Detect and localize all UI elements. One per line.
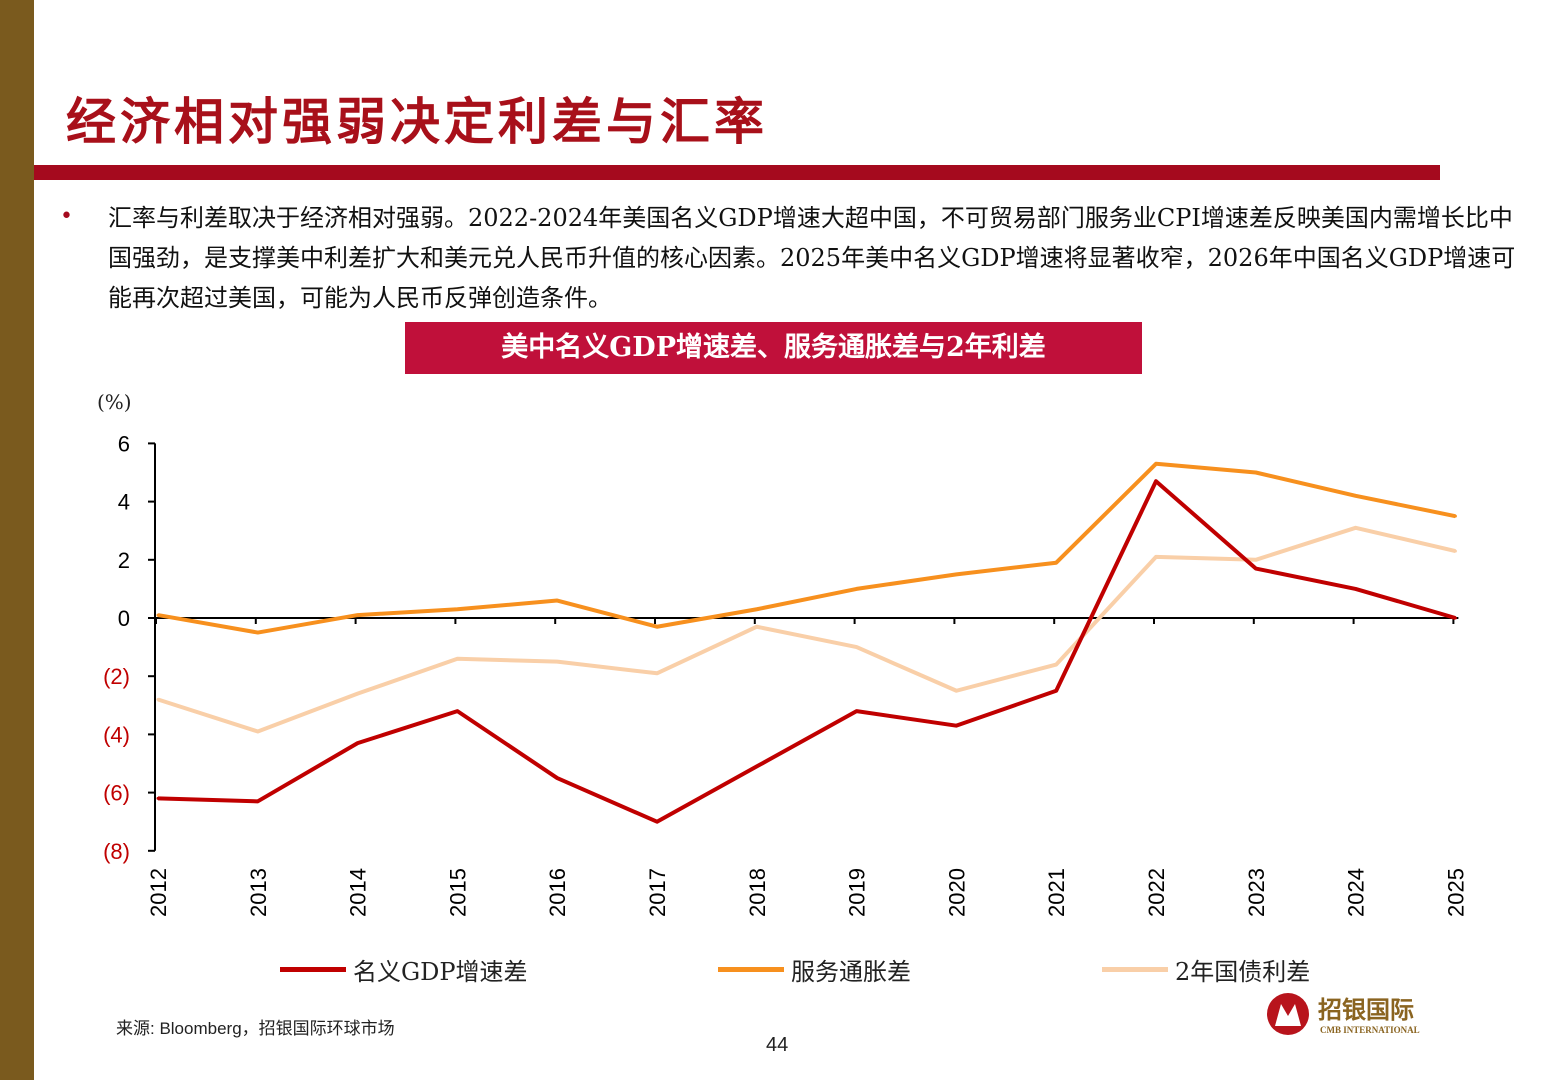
data-point: [755, 764, 759, 768]
data-point: [1354, 494, 1358, 498]
x-tick-label: 2025: [1443, 868, 1468, 917]
bullet-text: 汇率与利差取决于经济相对强弱。2022-2024年美国名义GDP增速大超中国，不…: [108, 204, 1516, 312]
data-point: [156, 796, 160, 800]
y-tick-label: (6): [103, 781, 130, 806]
x-tick-label: 2013: [246, 868, 271, 917]
x-tick-label: 2022: [1144, 868, 1169, 917]
data-point: [954, 724, 958, 728]
data-point: [1154, 479, 1158, 483]
data-point: [1354, 526, 1358, 530]
x-tick-label: 2016: [545, 868, 570, 917]
data-point: [455, 709, 459, 713]
legend-label: 服务通胀差: [791, 958, 911, 986]
legend-label: 2年国债利差: [1175, 958, 1311, 986]
slide-title: 经济相对强弱决定利差与汇率: [66, 92, 768, 151]
data-point: [156, 697, 160, 701]
y-axis-unit: (%): [97, 390, 132, 414]
legend-swatch: [280, 967, 346, 972]
data-point: [1054, 689, 1058, 693]
data-point: [555, 776, 559, 780]
y-tick-label: (2): [103, 664, 130, 689]
data-point: [256, 799, 260, 803]
data-point: [655, 671, 659, 675]
y-tick-label: 2: [118, 548, 130, 573]
x-tick-label: 2021: [1044, 868, 1069, 917]
data-point: [755, 607, 759, 611]
legend-item-2y: 2年国债利差: [1102, 952, 1310, 987]
data-point: [655, 820, 659, 824]
page-number: 44: [766, 1034, 789, 1056]
data-point: [256, 631, 260, 635]
data-point: [356, 741, 360, 745]
y-tick-label: (8): [103, 839, 130, 864]
x-tick-label: 2023: [1244, 868, 1269, 917]
data-point: [555, 660, 559, 664]
data-point: [156, 613, 160, 617]
data-point: [954, 572, 958, 576]
x-tick-label: 2012: [146, 868, 171, 917]
legend-swatch: [718, 967, 784, 972]
y-tick-label: 0: [118, 606, 130, 631]
data-point: [855, 709, 859, 713]
legend-item-gdp: 名义GDP增速差: [280, 952, 528, 987]
data-point: [855, 645, 859, 649]
bullet-icon: •: [60, 204, 73, 229]
y-tick-label: 4: [118, 490, 130, 515]
y-tick-label: (4): [103, 722, 130, 747]
data-point: [1254, 471, 1258, 474]
source-note: 来源: Bloomberg，招银国际环球市场: [116, 1019, 395, 1038]
y-tick-label: 6: [118, 431, 130, 456]
data-point: [1453, 616, 1457, 620]
x-tick-label: 2015: [445, 868, 470, 917]
data-point: [455, 607, 459, 611]
series-line: [157, 525, 1456, 734]
data-point: [455, 657, 459, 661]
data-point: [356, 613, 360, 617]
legend-label: 名义GDP增速差: [353, 958, 528, 986]
data-point: [1453, 549, 1457, 553]
data-point: [356, 692, 360, 696]
x-tick-label: 2017: [645, 868, 670, 917]
data-point: [1054, 561, 1058, 565]
data-point: [855, 587, 859, 591]
series-line: [157, 479, 1456, 824]
left-sidebar-bar: [0, 0, 34, 1080]
x-tick-label: 2020: [944, 868, 969, 917]
data-point: [1154, 462, 1158, 466]
chart-title: 美中名义GDP增速差、服务通胀差与2年利差: [405, 322, 1142, 374]
data-point: [954, 689, 958, 693]
cmb-logo: 招银国际 CMB INTERNATIONAL: [1267, 993, 1420, 1035]
data-point: [1154, 555, 1158, 559]
legend-swatch: [1102, 967, 1168, 972]
logo-en: CMB INTERNATIONAL: [1320, 1025, 1420, 1035]
data-point: [256, 729, 260, 733]
data-point: [1254, 567, 1258, 571]
data-point: [755, 625, 759, 629]
data-point: [1453, 514, 1457, 518]
data-point: [655, 625, 659, 629]
legend-item-services: 服务通胀差: [718, 952, 911, 987]
series-line: [157, 461, 1456, 635]
x-tick-label: 2024: [1344, 868, 1369, 917]
data-point: [1054, 663, 1058, 667]
data-point: [555, 599, 559, 603]
data-point: [1254, 558, 1258, 562]
title-divider: [34, 165, 1440, 180]
logo-cn: 招银国际: [1318, 995, 1414, 1024]
x-tick-label: 2014: [346, 868, 371, 917]
data-point: [1354, 587, 1358, 591]
x-tick-label: 2019: [845, 868, 870, 917]
x-tick-label: 2018: [745, 868, 770, 917]
